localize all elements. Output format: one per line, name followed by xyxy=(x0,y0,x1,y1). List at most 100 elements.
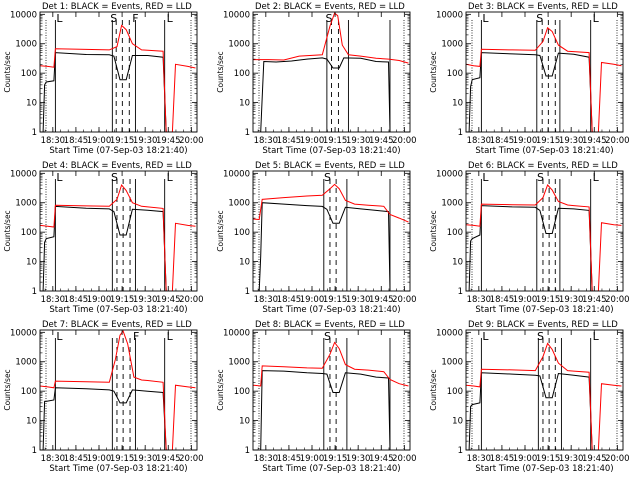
x-tick-label: 19:00 xyxy=(87,295,112,305)
series-events-line xyxy=(40,205,167,291)
x-tick-label: 19:15 xyxy=(536,136,561,146)
x-tick-label: 19:00 xyxy=(300,454,325,464)
x-tick-label: 19:15 xyxy=(110,136,135,146)
panel-frame xyxy=(39,329,198,451)
panel-frame xyxy=(465,11,624,133)
x-tick-label: 19:45 xyxy=(156,295,181,305)
x-tick-label: 20:00 xyxy=(179,295,204,305)
y-axis-title: Counts/sec xyxy=(429,369,438,410)
marker-label-center: S xyxy=(324,171,331,184)
x-tick-label: 19:30 xyxy=(559,136,584,146)
y-axis-title: Counts/sec xyxy=(3,369,12,410)
series-lld-line xyxy=(40,330,196,450)
y-tick-label: 100 xyxy=(21,69,37,79)
panel-title: Det 5: BLACK = Events, RED = LLD xyxy=(255,161,405,171)
x-tick-label: 18:45 xyxy=(64,295,89,305)
panel-frame xyxy=(465,170,624,292)
y-tick-label: 10 xyxy=(239,417,250,427)
x-axis-title: Start Time (07-Sep-03 18:21:40) xyxy=(262,146,400,156)
series-events-line xyxy=(466,372,593,450)
x-tick-label: 19:45 xyxy=(582,136,607,146)
y-tick-label: 1000 xyxy=(441,40,463,50)
y-tick-label: 1000 xyxy=(15,40,37,50)
y-tick-label: 1 xyxy=(458,128,463,138)
x-tick-label: 18:45 xyxy=(490,295,515,305)
marker-label-left: L xyxy=(56,12,63,25)
y-tick-label: 1000 xyxy=(228,199,250,209)
x-tick-label: 18:30 xyxy=(254,295,279,305)
y-tick-label: 1000 xyxy=(441,199,463,209)
marker-label-flat: F xyxy=(132,12,138,25)
y-tick-label: 100 xyxy=(447,69,463,79)
marker-label-right: L xyxy=(593,330,600,343)
y-tick-label: 100 xyxy=(234,228,250,238)
series-events-line xyxy=(466,205,593,291)
x-tick-label: 18:45 xyxy=(277,136,302,146)
y-tick-label: 10000 xyxy=(436,328,463,338)
y-tick-label: 1 xyxy=(245,128,250,138)
y-tick-label: 1000 xyxy=(15,199,37,209)
y-tick-label: 10000 xyxy=(10,169,37,179)
y-tick-label: 10 xyxy=(26,417,37,427)
x-tick-label: 19:30 xyxy=(133,136,158,146)
y-tick-label: 100 xyxy=(21,387,37,397)
x-axis-title: Start Time (07-Sep-03 18:21:40) xyxy=(49,464,187,474)
marker-label-center: S xyxy=(536,12,543,25)
panel-title: Det 3: BLACK = Events, RED = LLD xyxy=(468,2,618,12)
x-tick-label: 19:15 xyxy=(536,454,561,464)
x-axis-title: Start Time (07-Sep-03 18:21:40) xyxy=(262,305,400,315)
y-tick-label: 10 xyxy=(452,417,463,427)
y-tick-label: 1 xyxy=(245,446,250,456)
x-axis-title: Start Time (07-Sep-03 18:21:40) xyxy=(49,305,187,315)
series-events-line xyxy=(40,52,167,132)
y-tick-label: 100 xyxy=(21,228,37,238)
panel-title: Det 2: BLACK = Events, RED = LLD xyxy=(255,2,405,12)
x-tick-label: 19:30 xyxy=(133,454,158,464)
x-tick-label: 19:30 xyxy=(559,454,584,464)
panel-series xyxy=(253,341,409,450)
x-tick-label: 19:30 xyxy=(133,295,158,305)
x-tick-label: 19:15 xyxy=(323,454,348,464)
series-lld-line xyxy=(253,341,409,387)
x-tick-label: 18:45 xyxy=(64,454,89,464)
series-lld-line xyxy=(466,26,622,132)
x-tick-label: 19:00 xyxy=(513,295,538,305)
panel-title: Det 8: BLACK = Events, RED = LLD xyxy=(255,320,405,330)
panel-series xyxy=(466,342,622,450)
marker-label-right: L xyxy=(593,12,600,25)
x-tick-label: 19:45 xyxy=(369,295,394,305)
panel-frame xyxy=(39,11,198,133)
y-tick-label: 100 xyxy=(234,387,250,397)
y-axis-title: Counts/sec xyxy=(3,210,12,251)
panel-title: Det 7: BLACK = Events, RED = LLD xyxy=(42,320,192,330)
series-events-line xyxy=(466,52,593,132)
x-tick-label: 19:30 xyxy=(346,454,371,464)
x-axis-title: Start Time (07-Sep-03 18:21:40) xyxy=(49,146,187,156)
series-lld-line xyxy=(253,183,409,223)
y-tick-label: 1 xyxy=(32,287,37,297)
marker-label-center: S xyxy=(111,171,118,184)
y-tick-label: 1 xyxy=(458,287,463,297)
marker-label-center: S xyxy=(324,330,331,343)
marker-label-right: L xyxy=(167,12,174,25)
panel-frame xyxy=(252,170,411,292)
marker-label-center: S xyxy=(326,12,333,25)
y-tick-label: 1 xyxy=(245,287,250,297)
x-tick-label: 19:45 xyxy=(369,136,394,146)
y-tick-label: 10000 xyxy=(223,169,250,179)
x-tick-label: 18:45 xyxy=(64,136,89,146)
x-tick-label: 19:30 xyxy=(559,295,584,305)
marker-label-center: S xyxy=(537,330,544,343)
marker-label-right: L xyxy=(167,330,174,343)
x-tick-label: 18:45 xyxy=(277,295,302,305)
series-events-line xyxy=(253,202,391,291)
marker-label-center: S xyxy=(537,171,544,184)
x-tick-label: 19:00 xyxy=(513,454,538,464)
y-tick-label: 100 xyxy=(234,69,250,79)
y-tick-label: 1 xyxy=(458,446,463,456)
